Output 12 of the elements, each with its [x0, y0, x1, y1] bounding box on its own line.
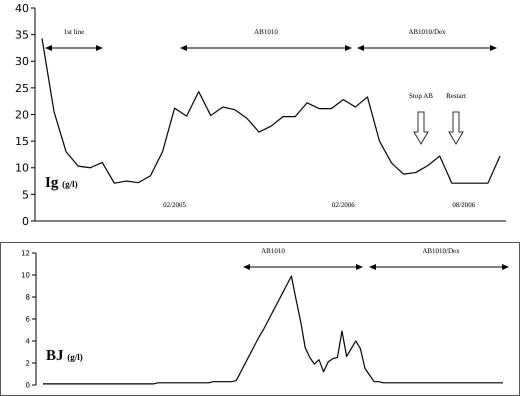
y-tick-label: 30	[15, 55, 29, 68]
line-series	[42, 276, 504, 384]
y-axis-title: BJ (g/l)	[46, 348, 83, 364]
y-tick-label: 20	[15, 108, 29, 122]
y-tick-label: 15	[15, 135, 29, 148]
y-tick-label: 40	[15, 2, 29, 15]
y-tick-label: 35	[15, 28, 29, 42]
y-tick-label: 5	[22, 188, 29, 202]
y-axis-title: Ig (g/l)	[45, 175, 78, 191]
y-tick-label: 25	[15, 82, 29, 95]
y-tick-label: 10	[15, 162, 29, 175]
y-tick-label: 0	[22, 214, 29, 228]
